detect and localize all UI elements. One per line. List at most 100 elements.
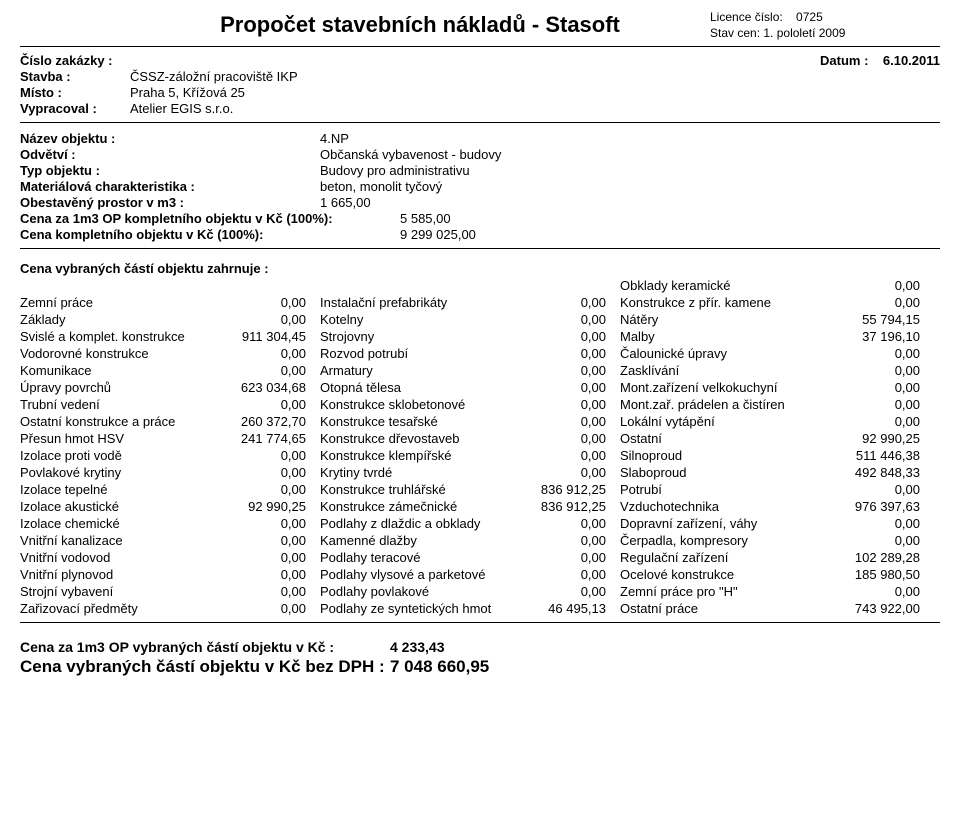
col2-label: Konstrukce dřevostaveb	[320, 431, 520, 446]
col3-value: 511 446,38	[820, 448, 920, 463]
stavcen-label: Stav cen:	[710, 26, 760, 40]
parts-row: Povlakové krytiny0,00Krytiny tvrdé0,00Sl…	[20, 465, 940, 480]
page: Propočet stavebních nákladů - Stasoft Li…	[0, 0, 960, 699]
misto-value: Praha 5, Křížová 25	[130, 85, 245, 100]
col3-value: 55 794,15	[820, 312, 920, 327]
col3-label: Dopravní zařízení, váhy	[620, 516, 820, 531]
col2-value: 836 912,25	[520, 482, 620, 497]
col1-value: 0,00	[220, 295, 320, 310]
cislo-zakazky-label: Číslo zakázky :	[20, 53, 130, 68]
col1-label: Ostatní konstrukce a práce	[20, 414, 220, 429]
col1-value: 260 372,70	[220, 414, 320, 429]
col1-label: Povlakové krytiny	[20, 465, 220, 480]
col3-label: Potrubí	[620, 482, 820, 497]
col1-label: Zařizovací předměty	[20, 601, 220, 616]
parts-row: Izolace chemické0,00Podlahy z dlaždic a …	[20, 516, 940, 531]
col3-value: 185 980,50	[820, 567, 920, 582]
col3-value: 0,00	[820, 380, 920, 395]
parts-row: Vodorovné konstrukce0,00Rozvod potrubí0,…	[20, 346, 940, 361]
prostor-value: 1 665,00	[320, 195, 371, 210]
cena1m3-label: Cena za 1m3 OP kompletního objektu v Kč …	[20, 211, 400, 226]
col2-value: 0,00	[520, 448, 620, 463]
col2-label: Otopná tělesa	[320, 380, 520, 395]
datum-label: Datum :	[820, 53, 868, 68]
col3-label: Čalounické úpravy	[620, 346, 820, 361]
vypracoval-label: Vypracoval :	[20, 101, 130, 116]
col1-label: Trubní vedení	[20, 397, 220, 412]
col3-label: Obklady keramické	[620, 278, 820, 293]
parts-row: Vnitřní plynovod0,00Podlahy vlysové a pa…	[20, 567, 940, 582]
col3-value: 0,00	[820, 516, 920, 531]
datum-value: 6.10.2011	[883, 53, 940, 68]
col1-label: Zemní práce	[20, 295, 220, 310]
col2-value: 0,00	[520, 312, 620, 327]
col1-label: Vodorovné konstrukce	[20, 346, 220, 361]
col1-value: 0,00	[220, 533, 320, 548]
col1-label: Přesun hmot HSV	[20, 431, 220, 446]
licence-box: Licence číslo: 0725 Stav cen: 1. pololet…	[710, 10, 940, 40]
parts-row: Vnitřní kanalizace0,00Kamenné dlažby0,00…	[20, 533, 940, 548]
parts-row: Strojní vybavení0,00Podlahy povlakové0,0…	[20, 584, 940, 599]
col2-label: Konstrukce zámečnické	[320, 499, 520, 514]
col2-label: Podlahy z dlaždic a obklady	[320, 516, 520, 531]
col3-value: 0,00	[820, 414, 920, 429]
col2-value: 0,00	[520, 346, 620, 361]
col3-value: 102 289,28	[820, 550, 920, 565]
col3-label: Mont.zař. prádelen a čistíren	[620, 397, 820, 412]
col3-value: 743 922,00	[820, 601, 920, 616]
col1-value: 623 034,68	[220, 380, 320, 395]
total1-label: Cena za 1m3 OP vybraných částí objektu v…	[20, 639, 390, 655]
col3-value: 0,00	[820, 584, 920, 599]
col3-label: Vzduchotechnika	[620, 499, 820, 514]
col3-label: Slaboproud	[620, 465, 820, 480]
col2-label: Konstrukce sklobetonové	[320, 397, 520, 412]
col1-value: 241 774,65	[220, 431, 320, 446]
col3-value: 92 990,25	[820, 431, 920, 446]
stavba-value: ČSSZ-záložní pracoviště IKP	[130, 69, 298, 84]
col2-value: 0,00	[520, 550, 620, 565]
col2-value: 46 495,13	[520, 601, 620, 616]
parts-row: Izolace proti vodě0,00Konstrukce klempíř…	[20, 448, 940, 463]
parts-row: Trubní vedení0,00Konstrukce sklobetonové…	[20, 397, 940, 412]
col1-label	[20, 278, 220, 293]
col3-label: Regulační zařízení	[620, 550, 820, 565]
col2-label: Konstrukce klempířské	[320, 448, 520, 463]
col2-value: 0,00	[520, 295, 620, 310]
nazev-objektu-label: Název objektu :	[20, 131, 320, 146]
col3-value: 37 196,10	[820, 329, 920, 344]
typ-objektu-label: Typ objektu :	[20, 163, 320, 178]
col1-value: 0,00	[220, 397, 320, 412]
parts-row: Základy0,00Kotelny0,00Nátěry55 794,15	[20, 312, 940, 327]
col1-label: Svislé a komplet. konstrukce	[20, 329, 220, 344]
col1-label: Strojní vybavení	[20, 584, 220, 599]
col2-label: Krytiny tvrdé	[320, 465, 520, 480]
nazev-objektu-value: 4.NP	[320, 131, 349, 146]
total1-value: 4 233,43	[390, 639, 445, 655]
col3-label: Silnoproud	[620, 448, 820, 463]
separator	[20, 622, 940, 623]
col1-value: 0,00	[220, 567, 320, 582]
parts-row: Zařizovací předměty0,00Podlahy ze syntet…	[20, 601, 940, 616]
parts-header: Cena vybraných částí objektu zahrnuje :	[20, 261, 940, 276]
parts-row: Ostatní konstrukce a práce260 372,70Kons…	[20, 414, 940, 429]
col3-value: 976 397,63	[820, 499, 920, 514]
col2-value: 0,00	[520, 465, 620, 480]
col1-label: Vnitřní kanalizace	[20, 533, 220, 548]
col2-value: 0,00	[520, 567, 620, 582]
prostor-label: Obestavěný prostor v m3 :	[20, 195, 320, 210]
col1-value: 0,00	[220, 448, 320, 463]
col1-label: Vnitřní vodovod	[20, 550, 220, 565]
col2-label: Podlahy povlakové	[320, 584, 520, 599]
col3-value: 0,00	[820, 397, 920, 412]
col1-value: 0,00	[220, 482, 320, 497]
col1-value: 92 990,25	[220, 499, 320, 514]
col3-value: 492 848,33	[820, 465, 920, 480]
separator	[20, 122, 940, 123]
col2-label: Kamenné dlažby	[320, 533, 520, 548]
parts-row: Obklady keramické0,00	[20, 278, 940, 293]
col2-label	[320, 278, 520, 293]
col2-value: 0,00	[520, 516, 620, 531]
col3-label: Nátěry	[620, 312, 820, 327]
col2-value: 0,00	[520, 363, 620, 378]
col2-label: Strojovny	[320, 329, 520, 344]
